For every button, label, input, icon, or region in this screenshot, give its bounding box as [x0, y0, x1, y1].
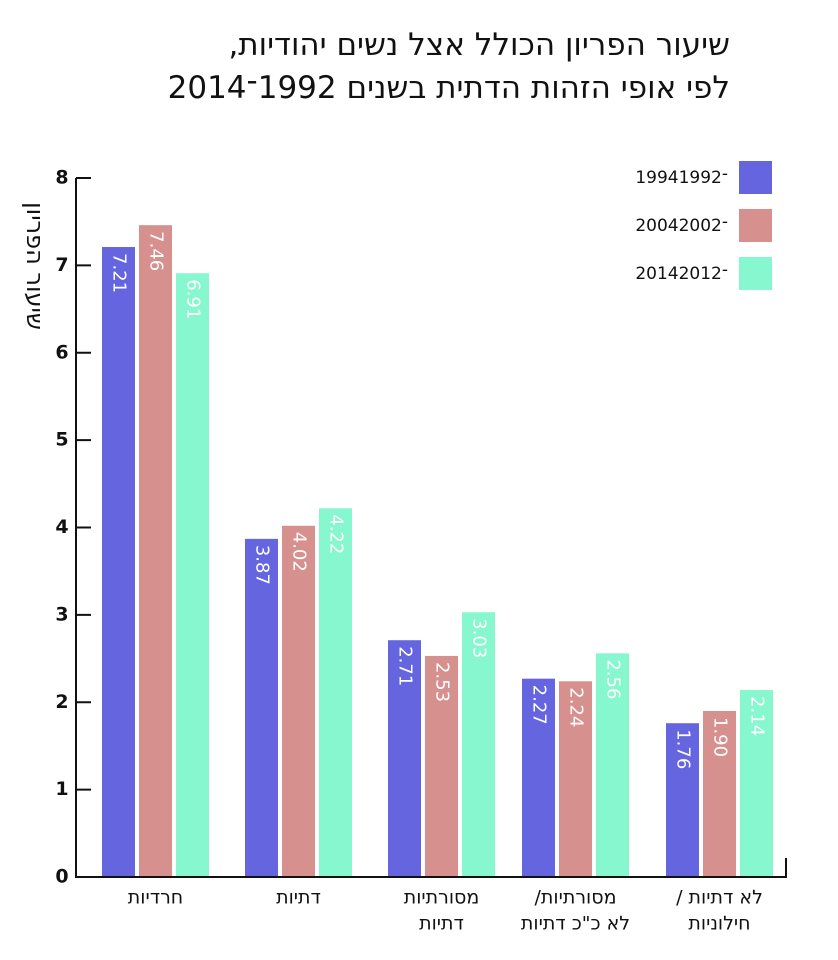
bar-value-label: 2.56	[603, 659, 624, 699]
bar	[425, 655, 458, 877]
x-category-label: מסורתיות/	[535, 887, 617, 909]
bar-value-label: 3.87	[252, 545, 273, 585]
legend-label: 2014־2012	[635, 264, 728, 284]
bar	[703, 710, 736, 877]
y-tick-label: 4	[55, 516, 68, 538]
bar-value-label: 4.02	[289, 532, 310, 572]
y-tick-label: 8	[55, 167, 68, 189]
legend-item: 2014־2012	[635, 257, 772, 290]
bar	[176, 273, 209, 877]
bar	[139, 225, 172, 877]
bar	[666, 723, 699, 877]
bar-group: 7.21 7.46 6.91	[102, 225, 209, 877]
chart-title-line-2: לפי אופי הזהות הדתית בשנים 1992־2014	[167, 70, 730, 106]
bar-value-label: 2.14	[747, 696, 768, 736]
bar-group: 2.27 2.24 2.56	[522, 653, 629, 877]
y-tick-label: 2	[55, 691, 68, 713]
chart-title: שיעור הפריון הכולל אצל נשים יהודיות, לפי…	[90, 24, 730, 110]
legend-item: 1994־1992	[635, 161, 772, 194]
legend-label: 1994־1992	[635, 168, 728, 188]
y-tick-label: 5	[55, 429, 68, 451]
bar-value-label: 1.76	[673, 729, 694, 769]
bar	[102, 247, 135, 877]
bar-group: 1.76 1.90 2.14	[666, 690, 773, 877]
bar-value-label: 7.21	[109, 253, 130, 293]
bar-value-label: 1.90	[710, 717, 731, 757]
legend-label: 2004־2002	[635, 216, 728, 236]
bar-group: 2.71 2.53 3.03	[388, 612, 495, 877]
y-tick-label: 1	[55, 778, 68, 800]
bars: 7.21 7.46 6.91 3.87 4.02 4.22 2.71 2.53 3.03 2.27…	[102, 225, 773, 877]
x-category-label: חילוניות	[688, 913, 750, 935]
bar	[245, 538, 278, 877]
bar-value-label: 2.71	[395, 646, 416, 686]
bar-value-label: 7.46	[146, 231, 167, 271]
bar-value-label: 2.53	[432, 662, 453, 702]
bar-value-label: 2.24	[566, 687, 587, 727]
legend-swatch	[739, 209, 772, 242]
legend: 1994־1992 2004־2002 2014־2012	[635, 161, 772, 290]
y-tick-label: 3	[55, 603, 68, 625]
bar	[596, 653, 629, 877]
bar	[522, 678, 555, 877]
bar	[462, 612, 495, 877]
x-category-label: דתיות	[419, 913, 464, 935]
x-category-label: דתיות	[276, 887, 321, 909]
bar-value-label: 2.27	[529, 685, 550, 725]
x-category-label: לא כ"כ דתיות	[521, 913, 630, 935]
legend-swatch	[739, 161, 772, 194]
x-category-label: חרדיות	[128, 887, 183, 909]
x-axis: חרדיות דתיות מסורתיות דתיות מסורתיות/לא כ"כ …	[75, 858, 787, 935]
y-axis-label: שיעור הפריון	[21, 202, 49, 330]
bar-value-label: 6.91	[183, 279, 204, 319]
chart-title-line-1: שיעור הפריון הכולל אצל נשים יהודיות,	[228, 27, 730, 63]
bar	[282, 525, 315, 877]
bar-value-label: 3.03	[469, 618, 490, 658]
bar-value-label: 4.22	[326, 514, 347, 554]
bar-group: 3.87 4.02 4.22	[245, 508, 352, 877]
bar	[740, 690, 773, 877]
x-category-label: מסורתיות	[404, 887, 480, 909]
y-axis: 0 1 2 3 4 5 6 7 8	[55, 167, 91, 888]
legend-item: 2004־2002	[635, 209, 772, 242]
bar	[319, 508, 352, 877]
bar	[559, 681, 592, 877]
y-tick-label: 0	[55, 866, 68, 888]
bar	[388, 640, 421, 877]
legend-swatch	[739, 257, 772, 290]
x-category-label: לא דתיות /	[676, 887, 763, 909]
y-tick-label: 6	[55, 341, 68, 363]
y-tick-label: 7	[55, 254, 68, 276]
